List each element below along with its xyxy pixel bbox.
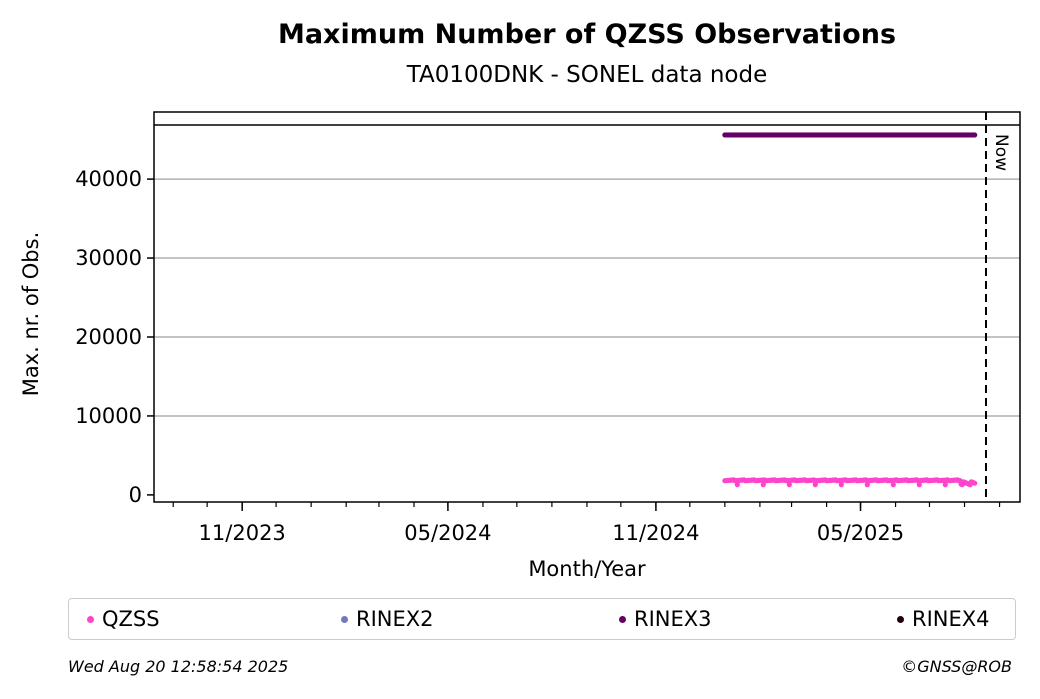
plot-frame [153, 111, 1021, 503]
x-axis: 11/2023 05/2024 11/2024 05/2025 [172, 502, 1001, 545]
qzss-point [972, 480, 978, 486]
qzss-point [890, 482, 896, 488]
legend-label-qzss: QZSS [102, 607, 160, 631]
x-tick-label: 11/2023 [199, 521, 286, 545]
y-tick-label: 40000 [75, 167, 142, 191]
y-axis: 0 10000 20000 30000 40000 [75, 167, 154, 507]
legend-marker-rinex2 [341, 615, 348, 623]
chart-title: Maximum Number of QZSS Observations [278, 19, 896, 50]
qzss-point [864, 482, 870, 488]
y-tick-label: 30000 [75, 246, 142, 270]
qzss-point [760, 482, 766, 488]
legend-item-qzss: QZSS [87, 599, 160, 639]
legend-item-rinex2: RINEX2 [341, 599, 434, 639]
qzss-point [942, 482, 948, 488]
x-axis-label: Month/Year [528, 557, 646, 581]
y-tick-label: 0 [129, 483, 142, 507]
footer-credit: ©GNSS@ROB [901, 657, 1012, 676]
x-tick-label: 11/2024 [612, 521, 699, 545]
qzss-point [838, 482, 844, 488]
rinex3-point [972, 132, 978, 138]
qzss-point [786, 482, 792, 488]
data-points [722, 132, 978, 488]
legend-label-rinex3: RINEX3 [634, 607, 712, 631]
legend-label-rinex2: RINEX2 [356, 607, 434, 631]
legend-item-rinex3: RINEX3 [619, 599, 712, 639]
chart-subtitle: TA0100DNK - SONEL data node [406, 62, 768, 88]
legend-marker-qzss [87, 615, 94, 623]
x-tick-label: 05/2024 [404, 521, 491, 545]
qzss-point [812, 482, 818, 488]
footer-timestamp: Wed Aug 20 12:58:54 2025 [68, 657, 289, 676]
qzss-point [916, 482, 922, 488]
legend-label-rinex4: RINEX4 [912, 607, 990, 631]
y-tick-label: 10000 [75, 404, 142, 428]
now-label: Now [991, 134, 1011, 171]
legend: QZSS RINEX2 RINEX3 RINEX4 [68, 598, 1016, 640]
legend-marker-rinex4 [897, 615, 904, 623]
legend-marker-rinex3 [619, 615, 626, 623]
grid-lines [154, 178, 1020, 417]
qzss-point [734, 482, 740, 488]
x-tick-label: 05/2025 [817, 521, 904, 545]
y-tick-label: 20000 [75, 325, 142, 349]
legend-item-rinex4: RINEX4 [897, 599, 990, 639]
y-axis-label: Max. nr. of Obs. [19, 232, 43, 397]
